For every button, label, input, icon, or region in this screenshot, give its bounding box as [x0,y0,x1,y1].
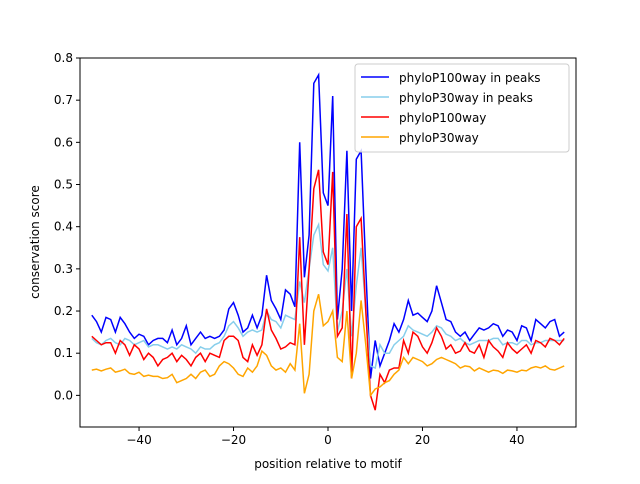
y-tick-label: 0.0 [54,388,73,402]
x-tick-label: 0 [324,433,332,447]
y-tick-label: 0.6 [54,135,73,149]
x-tick-label: 40 [509,433,524,447]
legend: phyloP100way in peaks phyloP30way in peak… [354,63,570,153]
y-tick-label: 0.7 [54,93,73,107]
series-line-1 [91,221,565,370]
y-axis-label: conservation score [28,185,42,299]
legend-label-0: phyloP100way in peaks [399,71,541,85]
y-tick-label: 0.3 [54,262,73,276]
y-tick-label: 0.1 [54,346,73,360]
series-line-3 [91,293,565,398]
series-line-2 [91,169,565,411]
legend-label-2: phyloP100way [399,111,486,125]
legend-label-3: phyloP30way [399,131,479,145]
legend-label-1: phyloP30way in peaks [399,91,533,105]
y-tick-label: 0.4 [54,220,73,234]
y-tick-label: 0.8 [54,51,73,65]
x-tick-label: −40 [126,433,151,447]
series-line-0 [91,72,565,379]
x-axis-label: position relative to motif [254,457,402,471]
y-tick-label: 0.2 [54,304,73,318]
x-tick-label: 20 [415,433,430,447]
y-tick-label: 0.5 [54,178,73,192]
x-tick-label: −20 [221,433,246,447]
